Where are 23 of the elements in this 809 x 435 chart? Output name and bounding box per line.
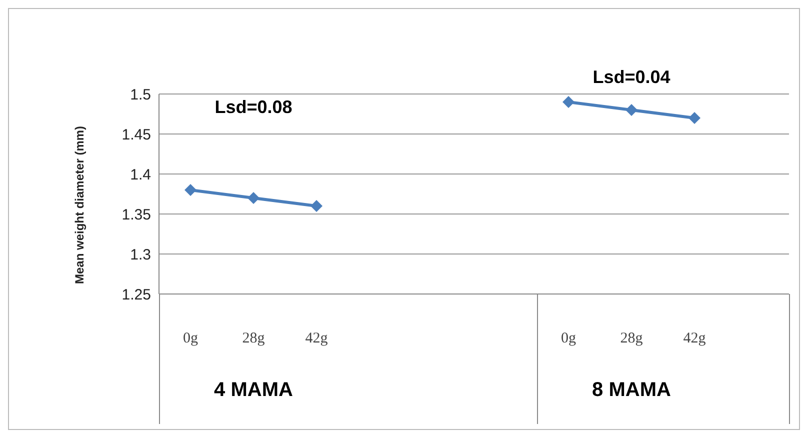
point <box>626 104 638 116</box>
x-tick-label: 0g <box>183 330 198 347</box>
x-tick-label: 0g <box>561 330 576 347</box>
y-tick-label: 1.5 <box>130 86 151 104</box>
point <box>248 192 260 204</box>
y-tick-label: 1.3 <box>130 246 151 264</box>
y-tick-label: 1.25 <box>122 286 151 304</box>
point <box>562 96 574 108</box>
y-tick-label: 1.35 <box>122 206 151 224</box>
x-tick-label: 28g <box>620 330 644 347</box>
text: Lsd=0.04 <box>592 67 672 88</box>
x-tick-label: 28g <box>242 330 266 347</box>
point <box>310 200 322 212</box>
y-tick-label: 1.45 <box>122 126 151 144</box>
text: 4 MAMA <box>213 379 294 402</box>
point <box>184 184 196 196</box>
point <box>688 112 700 124</box>
annotation: Lsd=0.08 <box>214 97 294 118</box>
y-axis-title: Mean weight diameter (mm) <box>72 126 86 284</box>
y-tick-label: 1.4 <box>130 166 151 184</box>
x-tick-label: 42g <box>683 330 706 347</box>
x-tick-label: 42g <box>305 330 328 347</box>
text: 8 MAMA <box>591 379 672 402</box>
